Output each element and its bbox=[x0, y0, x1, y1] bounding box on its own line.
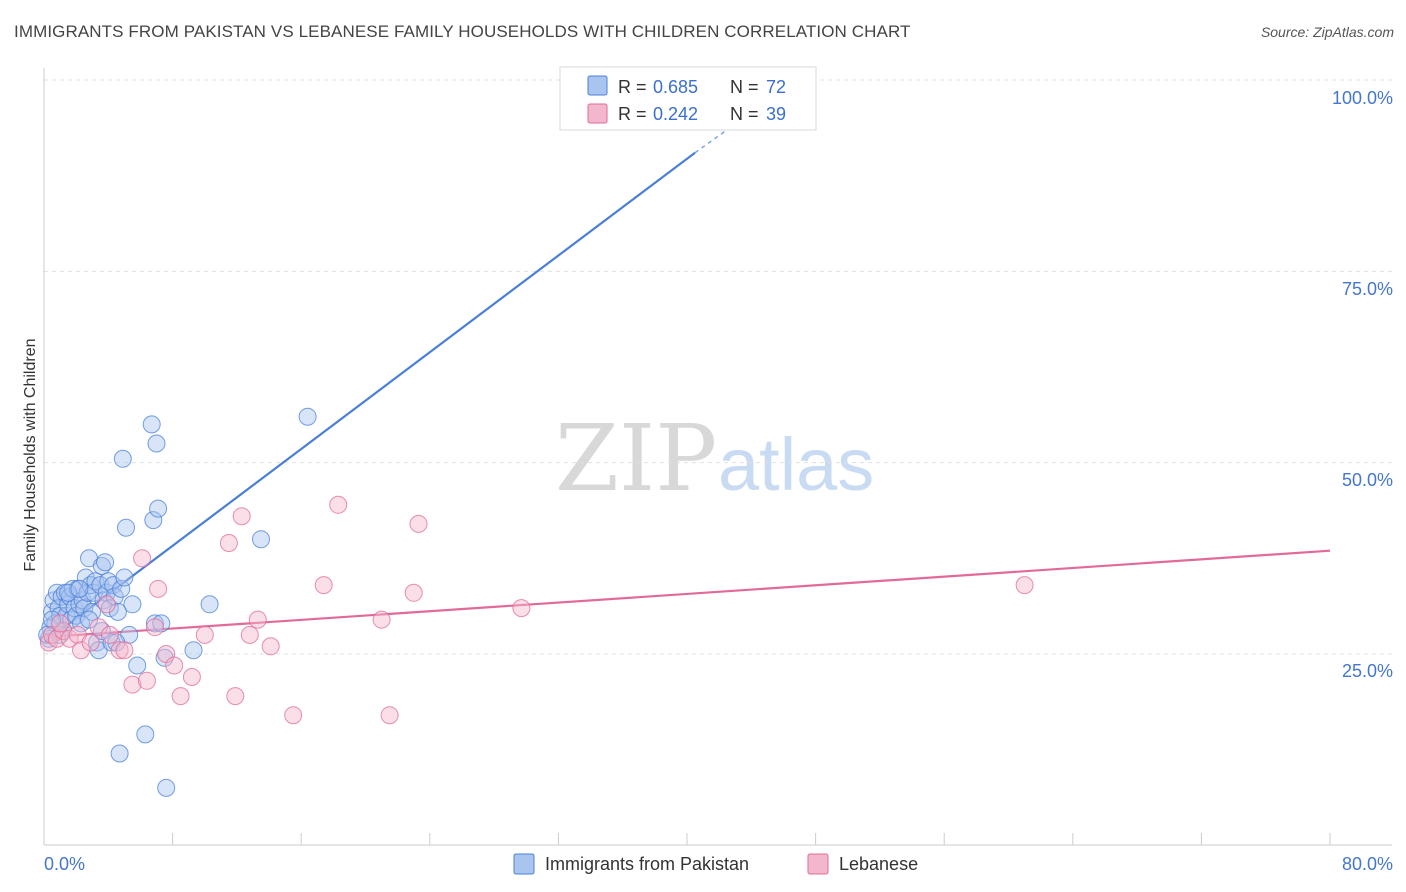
point-pakistan-45 bbox=[113, 449, 132, 468]
point-lebanese-14 bbox=[133, 549, 152, 568]
point-pakistan-68 bbox=[70, 579, 89, 598]
point-lebanese-19 bbox=[165, 656, 184, 675]
point-lebanese-17 bbox=[149, 579, 168, 598]
point-pakistan-46 bbox=[115, 568, 134, 587]
point-lebanese-6 bbox=[72, 641, 90, 660]
point-lebanese-13 bbox=[123, 675, 142, 694]
point-pakistan-35 bbox=[96, 553, 115, 572]
point-pakistan-60 bbox=[184, 641, 203, 660]
point-pakistan-67 bbox=[59, 583, 78, 602]
point-lebanese-15 bbox=[137, 671, 156, 690]
bottom-legend-label-pakistan: Immigrants from Pakistan bbox=[545, 854, 749, 874]
point-lebanese-11 bbox=[110, 641, 129, 660]
bottom-legend-swatch-pakistan bbox=[513, 853, 535, 875]
point-pakistan-43 bbox=[110, 744, 129, 763]
point-lebanese-9 bbox=[97, 595, 116, 614]
point-pakistan-63 bbox=[298, 407, 317, 426]
x-tick-label-min: 0.0% bbox=[44, 854, 85, 874]
point-pakistan-53 bbox=[144, 511, 163, 530]
point-pakistan-59 bbox=[157, 778, 176, 797]
point-pakistan-61 bbox=[200, 595, 219, 614]
point-lebanese-22 bbox=[195, 625, 214, 644]
point-lebanese-30 bbox=[314, 576, 333, 595]
point-lebanese-12 bbox=[115, 641, 134, 660]
watermark-atlas: atlas bbox=[718, 423, 874, 506]
point-lebanese-27 bbox=[248, 610, 267, 629]
legend-n-value-2: 39 bbox=[766, 104, 786, 124]
point-pakistan-47 bbox=[117, 518, 135, 537]
y-tick-label-100: 100.0% bbox=[1332, 88, 1393, 108]
x-tick-label-max: 80.0% bbox=[1342, 854, 1393, 874]
point-pakistan-55 bbox=[147, 434, 166, 453]
chart-title: IMMIGRANTS FROM PAKISTAN VS LEBANESE FAM… bbox=[14, 22, 911, 41]
point-lebanese-24 bbox=[226, 687, 245, 706]
point-pakistan-62 bbox=[252, 530, 270, 549]
watermark-zip: ZIP bbox=[555, 405, 717, 512]
point-pakistan-54 bbox=[145, 614, 164, 633]
y-axis-title: Family Households with Children bbox=[22, 339, 39, 572]
legend-r-value-2: 0.242 bbox=[653, 104, 698, 124]
point-pakistan-28 bbox=[84, 583, 103, 602]
point-lebanese-34 bbox=[404, 583, 423, 602]
bottom-legend: Immigrants from Pakistan Lebanese bbox=[513, 853, 918, 875]
legend-n-value-1: 72 bbox=[766, 77, 786, 97]
point-lebanese-33 bbox=[380, 706, 399, 725]
point-lebanese-28 bbox=[261, 637, 280, 656]
legend-n-label-2: N = bbox=[730, 104, 759, 124]
point-lebanese-16 bbox=[145, 618, 164, 637]
point-lebanese-31 bbox=[329, 495, 348, 514]
legend-swatch-pink bbox=[587, 103, 608, 124]
point-lebanese-38 bbox=[51, 614, 70, 633]
point-pakistan-56 bbox=[149, 499, 168, 518]
point-lebanese-2 bbox=[47, 629, 66, 648]
y-tick-label-25: 25.0% bbox=[1342, 661, 1393, 681]
bottom-legend-label-lebanese: Lebanese bbox=[839, 854, 918, 874]
point-lebanese-20 bbox=[171, 687, 190, 706]
point-lebanese-32 bbox=[372, 610, 391, 629]
point-pakistan-52 bbox=[142, 415, 161, 434]
legend-n-label-1: N = bbox=[730, 77, 759, 97]
trendline-pakistan bbox=[43, 151, 696, 644]
point-lebanese-7 bbox=[81, 633, 100, 652]
bottom-legend-swatch-lebanese bbox=[807, 853, 829, 875]
point-pakistan-44 bbox=[112, 579, 131, 598]
point-pakistan-51 bbox=[136, 725, 155, 744]
point-pakistan-49 bbox=[123, 595, 142, 614]
point-lebanese-23 bbox=[219, 534, 238, 552]
legend-swatch-blue bbox=[587, 75, 608, 96]
point-lebanese-37 bbox=[1015, 576, 1034, 595]
point-lebanese-29 bbox=[284, 706, 303, 725]
point-lebanese-35 bbox=[409, 514, 428, 533]
legend-r-label-2: R = bbox=[618, 104, 647, 124]
source-credit: Source: ZipAtlas.com bbox=[1260, 24, 1394, 40]
trendline-lebanese bbox=[43, 549, 1331, 639]
point-lebanese-21 bbox=[182, 668, 201, 686]
y-tick-label-50: 50.0% bbox=[1342, 470, 1393, 490]
point-lebanese-36 bbox=[512, 599, 531, 618]
point-pakistan-50 bbox=[128, 656, 147, 675]
point-pakistan-69 bbox=[80, 610, 98, 629]
legend-box: R = 0.685 N = 72 R = 0.242 N = 39 bbox=[559, 66, 817, 131]
trendline-pakistan-extension bbox=[694, 129, 728, 154]
y-tick-label-75: 75.0% bbox=[1342, 279, 1393, 299]
point-lebanese-26 bbox=[240, 625, 259, 644]
point-lebanese-10 bbox=[100, 625, 119, 644]
point-lebanese-25 bbox=[232, 507, 251, 526]
legend-r-label-1: R = bbox=[618, 77, 647, 97]
legend-r-value-1: 0.685 bbox=[653, 77, 698, 97]
